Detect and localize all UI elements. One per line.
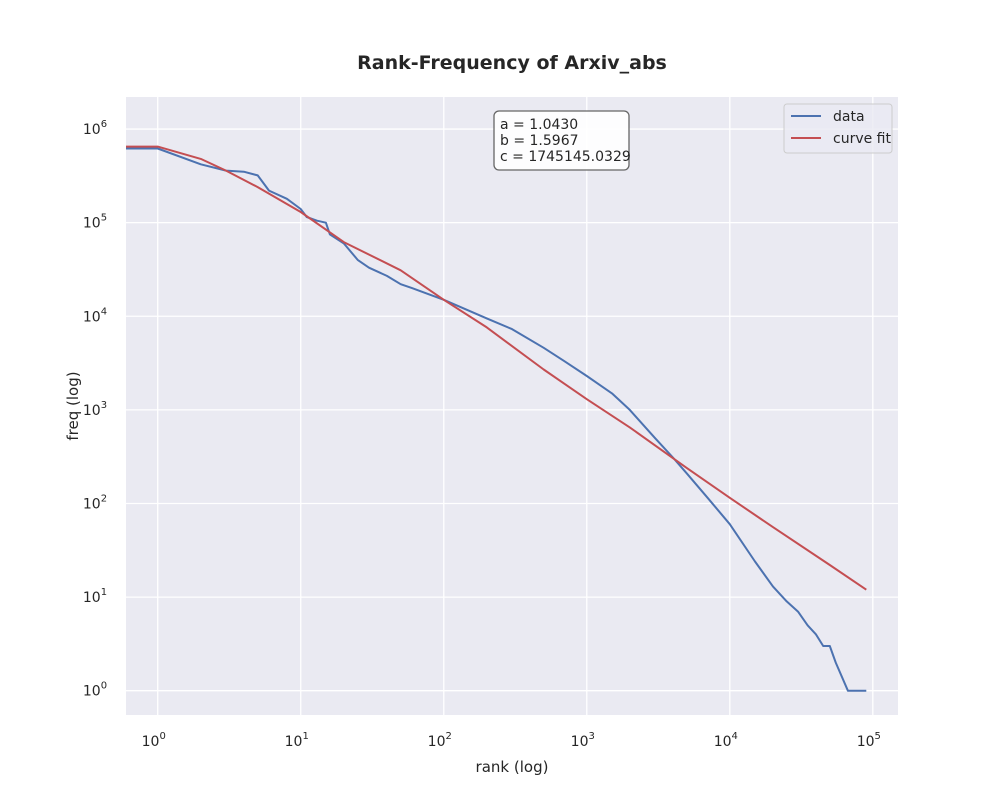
y-tick-label-1: 101 — [83, 587, 107, 606]
y-tick-label-2: 102 — [83, 493, 107, 512]
x-axis-label: rank (log) — [476, 758, 549, 776]
x-tick-label-5: 105 — [857, 731, 881, 750]
fit-parameters-box: a = 1.0430 b = 1.5967 c = 1745145.0329 — [493, 110, 631, 171]
chart-title: Rank-Frequency of Arxiv_abs — [357, 52, 667, 74]
x-tick-label-3: 103 — [571, 731, 595, 750]
y-tick-label-6: 106 — [83, 119, 107, 138]
series-layer — [126, 145, 867, 692]
y-tick-label-0: 100 — [83, 681, 107, 700]
x-tick-label-0: 100 — [142, 731, 166, 750]
legend-label-data: data — [833, 109, 865, 125]
annotation-line-b: b = 1.5967 — [500, 133, 579, 149]
x-axis-ticks: 100 101 102 103 104 105 — [142, 731, 881, 750]
y-axis-label: freq (log) — [64, 371, 82, 440]
legend: data curve fit — [783, 103, 893, 154]
y-tick-label-3: 103 — [83, 400, 107, 419]
x-tick-label-4: 104 — [714, 731, 738, 750]
y-axis-ticks: 100 101 102 103 104 105 106 — [83, 119, 107, 700]
annotation-line-a: a = 1.0430 — [500, 117, 578, 133]
y-tick-label-5: 105 — [83, 213, 107, 232]
annotation-line-c: c = 1745145.0329 — [500, 149, 631, 165]
plot-area — [126, 97, 898, 715]
series-line-curve-fit — [126, 145, 867, 591]
legend-label-curve-fit: curve fit — [833, 131, 891, 147]
x-tick-label-2: 102 — [428, 731, 452, 750]
x-tick-label-1: 101 — [285, 731, 309, 750]
annotation-box — [493, 110, 630, 171]
y-tick-label-4: 104 — [83, 306, 107, 325]
series-line-data — [126, 147, 867, 692]
